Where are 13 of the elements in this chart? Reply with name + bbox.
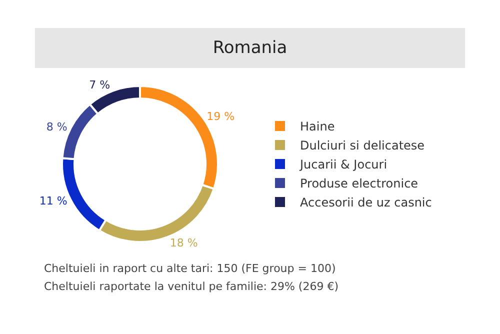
data-label: 18 % <box>170 236 198 250</box>
data-label: 7 % <box>89 78 110 92</box>
legend-label: Accesorii de uz casnic <box>300 196 432 210</box>
legend-label: Dulciuri si delicatese <box>300 138 425 153</box>
data-label: 19 % <box>206 110 235 123</box>
text: Cheltuieli in raport cu alte tari: 150 (FE group = 100) <box>44 261 337 277</box>
legend-label: Produse electronice <box>300 176 418 191</box>
chart-title: Romania <box>35 28 465 68</box>
legend-label: Jucarii & Jocuri <box>299 158 388 172</box>
legend-label: Haine <box>300 120 335 134</box>
data-label: 11 % <box>39 194 68 208</box>
data-label: 8 % <box>46 120 68 134</box>
text: Cheltuieli raportate la venitul pe familie: 29% (269 €) <box>44 279 338 295</box>
